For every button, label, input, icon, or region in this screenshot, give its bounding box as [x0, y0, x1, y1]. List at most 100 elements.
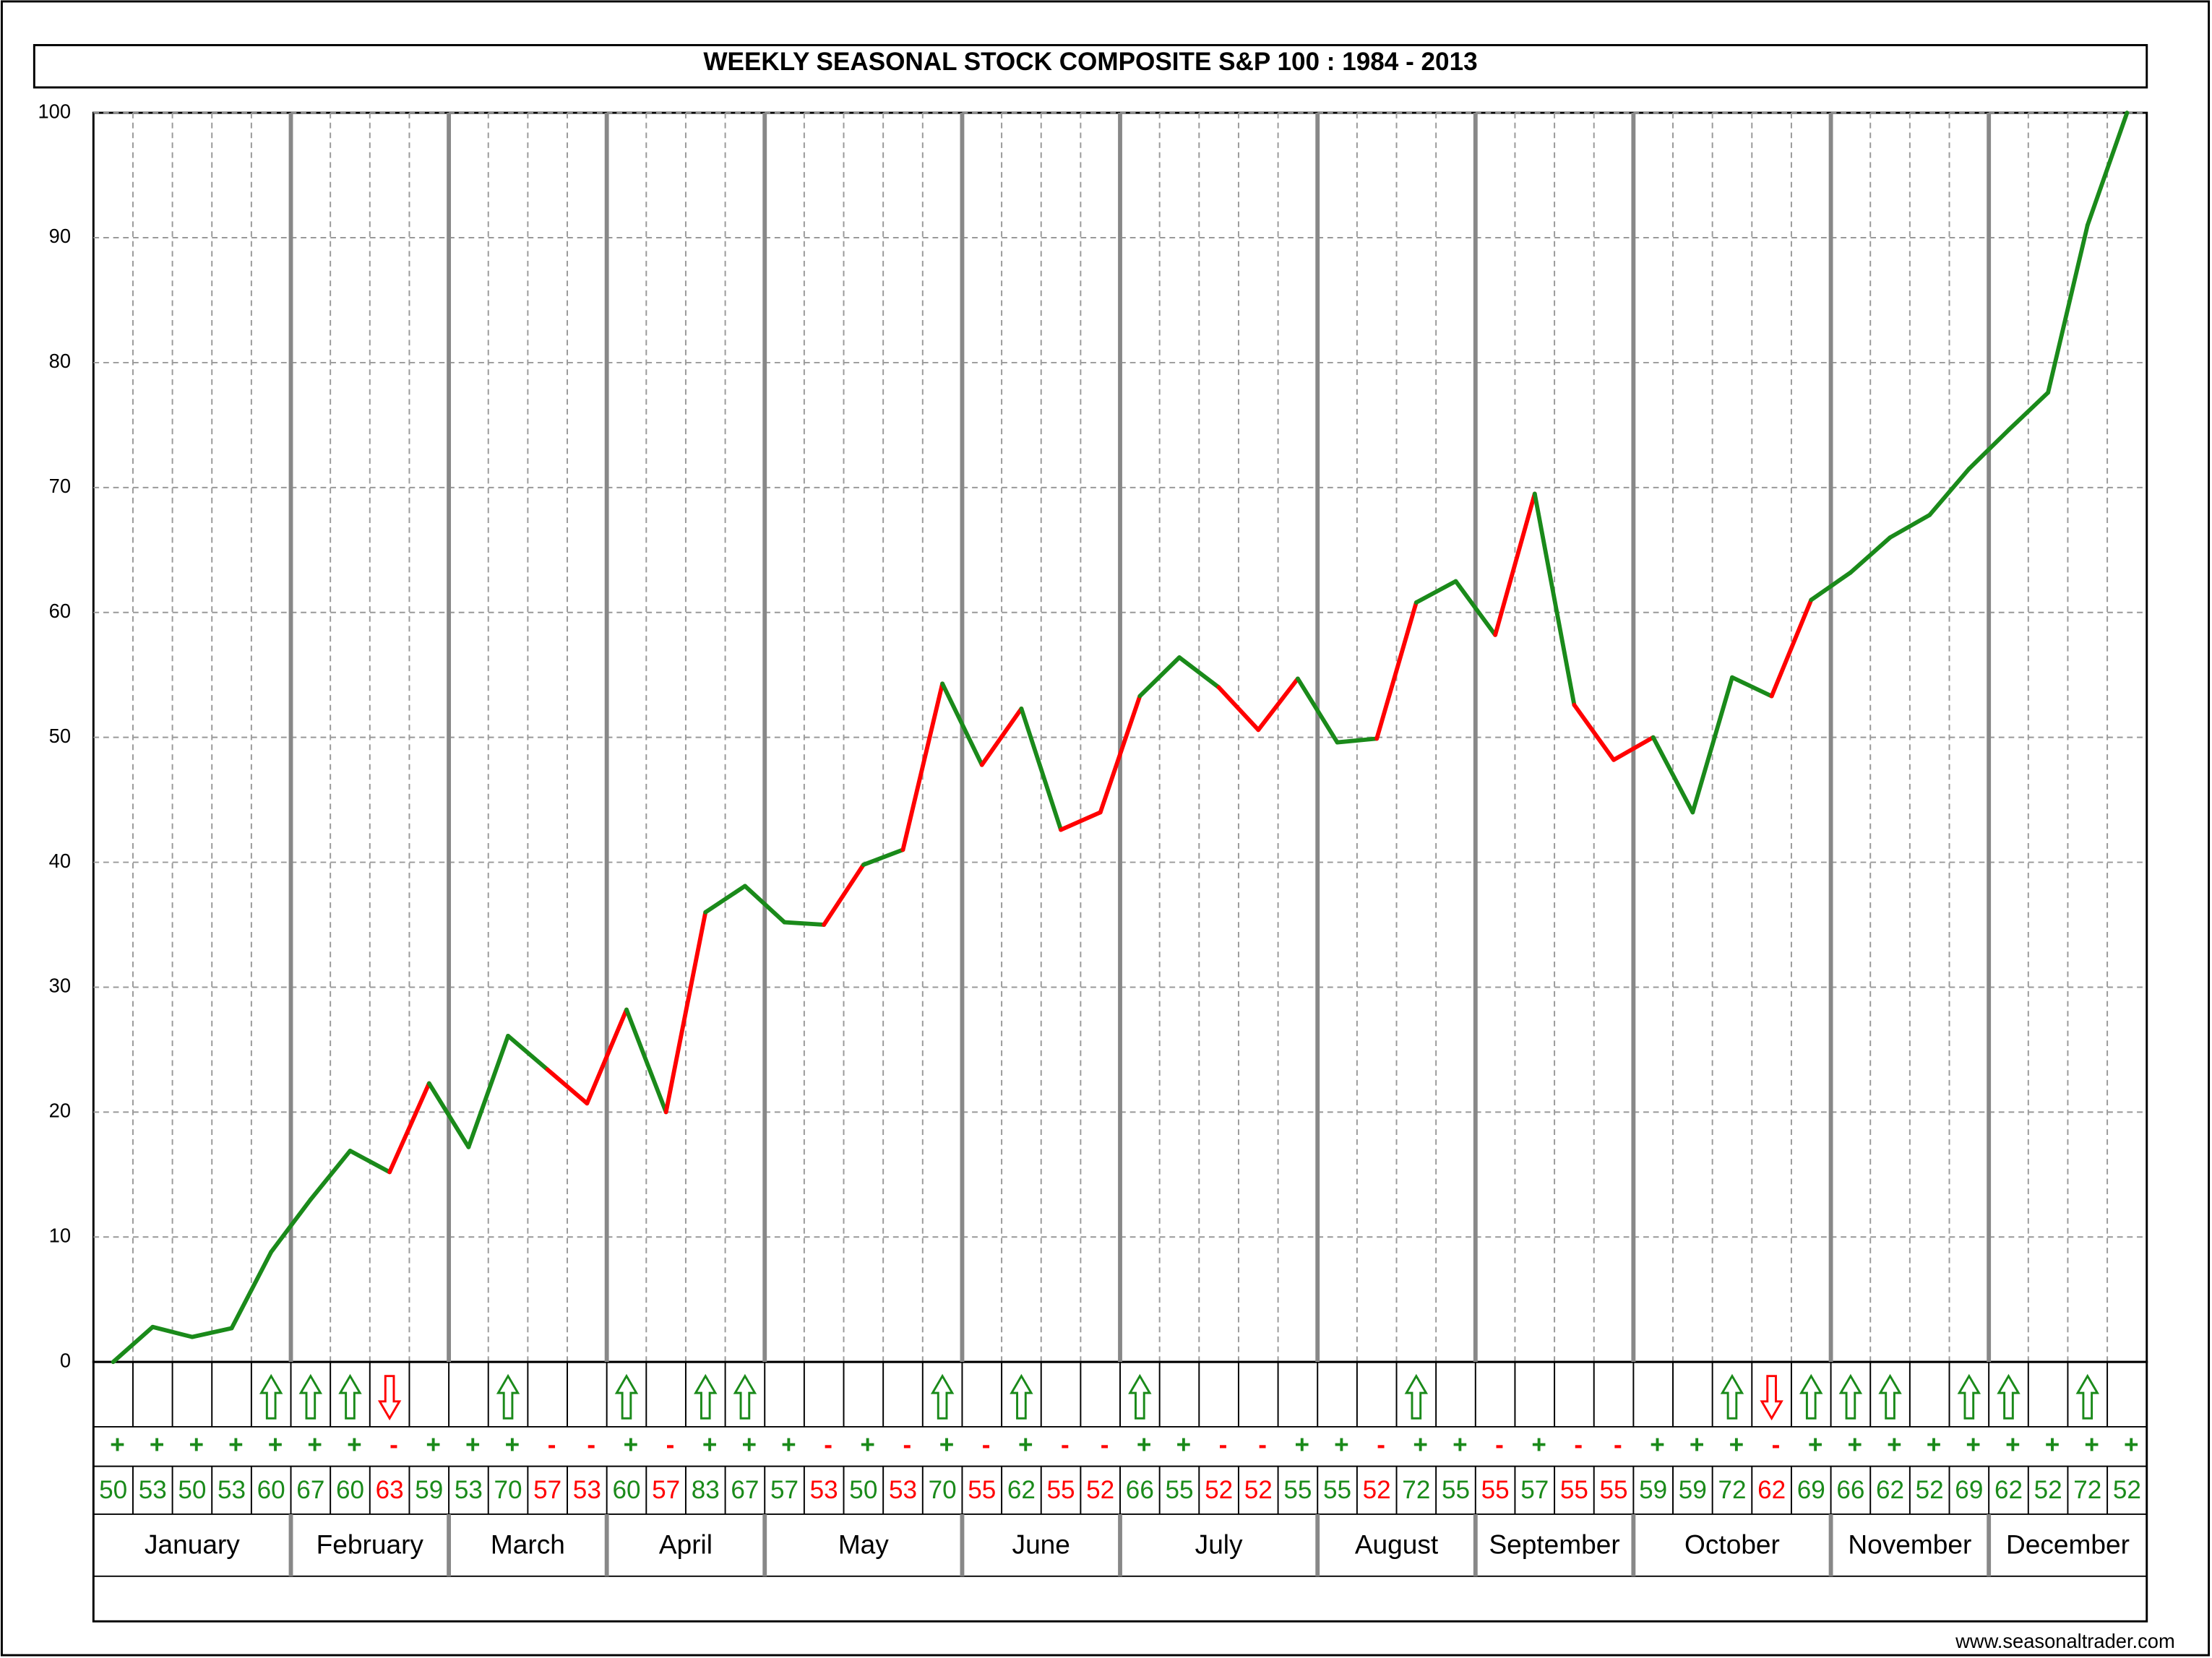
percent-label: 62 [1007, 1476, 1036, 1504]
month-label: April [659, 1529, 713, 1560]
sign-label: + [1927, 1431, 1942, 1459]
arrow [1997, 1373, 2021, 1420]
sign-label: - [390, 1431, 398, 1459]
percent-label: 53 [889, 1476, 917, 1504]
arrow [1957, 1373, 1981, 1420]
sign-label: + [1413, 1431, 1428, 1459]
y-tick-label: 20 [49, 1100, 71, 1122]
arrow [1760, 1375, 1783, 1421]
month-label: August [1355, 1529, 1439, 1560]
line-segment [1137, 655, 1182, 699]
sign-label: + [1334, 1431, 1349, 1459]
percent-label: 50 [178, 1476, 206, 1504]
percent-label: 52 [1086, 1476, 1114, 1504]
line-segment [269, 1197, 313, 1254]
percent-label: 66 [1126, 1476, 1154, 1504]
sign-label: - [903, 1431, 911, 1459]
percent-label: 72 [1402, 1476, 1430, 1504]
arrow [1799, 1373, 1823, 1420]
line-segment [1927, 466, 1971, 517]
percent-label: 53 [573, 1476, 601, 1504]
percent-label: 62 [1757, 1476, 1786, 1504]
sign-label: + [2005, 1431, 2021, 1459]
percent-label: 60 [257, 1476, 285, 1504]
arrow [259, 1373, 283, 1420]
sign-label: + [505, 1431, 520, 1459]
line-segment [1769, 597, 1814, 699]
sign-label: - [1614, 1431, 1622, 1459]
y-tick-label: 70 [49, 475, 71, 497]
arrow [733, 1373, 757, 1420]
sign-label: - [1495, 1431, 1504, 1459]
percent-label: 50 [99, 1476, 127, 1504]
line-segment [1413, 579, 1458, 605]
y-tick-label: 90 [49, 225, 71, 247]
line-segment [426, 1081, 471, 1149]
percent-label: 57 [652, 1476, 680, 1504]
line-segment [1295, 676, 1340, 745]
sign-label: + [939, 1431, 955, 1459]
month-label: July [1195, 1529, 1243, 1560]
percent-label: 59 [1639, 1476, 1667, 1504]
line-segment [2085, 111, 2130, 228]
line-segment [782, 920, 827, 927]
line-segment [585, 1007, 629, 1106]
percent-label: 55 [968, 1476, 996, 1504]
percent-label: 55 [1481, 1476, 1510, 1504]
line-segment [1335, 736, 1380, 745]
sign-label: + [781, 1431, 796, 1459]
line-segment [111, 1324, 155, 1365]
line-segment [2006, 390, 2051, 433]
sign-label: + [228, 1431, 244, 1459]
percent-label: 67 [296, 1476, 324, 1504]
arrow [338, 1373, 362, 1420]
sign-label: - [824, 1431, 832, 1459]
sign-label: + [189, 1431, 205, 1459]
sign-label: + [426, 1431, 441, 1459]
line-segment [900, 681, 945, 852]
line-segment [1059, 810, 1103, 832]
line-segment [2046, 223, 2090, 395]
sign-label: - [548, 1431, 556, 1459]
percent-label: 57 [533, 1476, 561, 1504]
line-segment [703, 884, 747, 915]
line-segment [1690, 675, 1734, 815]
sign-label: + [1966, 1431, 1981, 1459]
sign-label: - [1061, 1431, 1070, 1459]
percent-label: 53 [218, 1476, 246, 1504]
sign-label: + [1018, 1431, 1033, 1459]
line-segment [545, 1067, 590, 1106]
sign-label: + [268, 1431, 283, 1459]
percent-label: 52 [1916, 1476, 1944, 1504]
sign-label: + [624, 1431, 639, 1459]
percent-label: 83 [692, 1476, 720, 1504]
line-segment [1019, 706, 1063, 832]
line-segment [1651, 735, 1695, 815]
arrow [2075, 1373, 2099, 1420]
arrow [1128, 1373, 1152, 1420]
sign-label: + [702, 1431, 718, 1459]
percent-label: 59 [415, 1476, 443, 1504]
percent-label: 52 [2113, 1476, 2141, 1504]
sign-label: - [1101, 1431, 1109, 1459]
percent-label: 63 [376, 1476, 404, 1504]
line-segment [624, 1007, 668, 1115]
line-segment [466, 1033, 510, 1149]
percent-label: 52 [1205, 1476, 1233, 1504]
percent-label: 60 [612, 1476, 640, 1504]
month-label: November [1848, 1529, 1971, 1560]
sign-label: + [465, 1431, 481, 1459]
line-segment [1216, 685, 1261, 733]
line-segment [348, 1149, 392, 1175]
line-segment [663, 910, 708, 1115]
arrow [377, 1375, 402, 1421]
month-label: October [1684, 1529, 1780, 1560]
source: www.seasonaltrader.com [1955, 1630, 2175, 1652]
line-segment [506, 1033, 550, 1072]
sign-label: - [982, 1431, 991, 1459]
percent-label: 55 [1047, 1476, 1075, 1504]
sign-label: + [2124, 1431, 2139, 1459]
line-segment [1493, 491, 1537, 637]
sign-label: - [1772, 1431, 1781, 1459]
sign-label: - [666, 1431, 675, 1459]
